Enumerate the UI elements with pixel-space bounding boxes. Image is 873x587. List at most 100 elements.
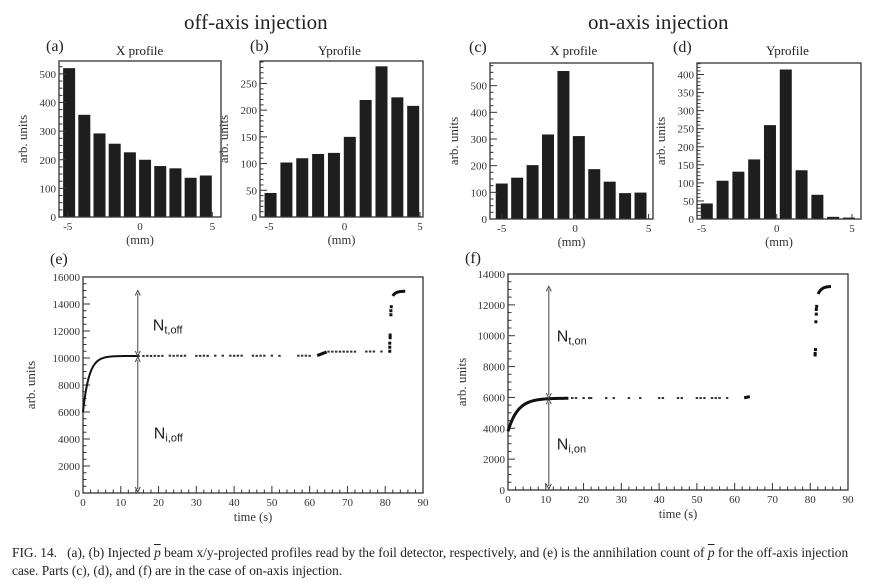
data-point [198,354,202,357]
y-tick-label: 200 [40,155,57,167]
y-tick-label: 4000 [483,423,506,435]
x-tick-label: 5 [849,223,855,235]
bar [184,177,197,217]
data-point [589,397,593,400]
data-point [703,397,706,400]
x-axis-label: (mm) [126,233,154,247]
x-tick-label: 80 [805,494,817,506]
x-axis-label: (mm) [328,233,356,247]
bar [732,171,745,219]
data-point [157,354,160,357]
data-point [605,397,608,400]
x-tick-label: 60 [729,494,741,506]
data-point [149,354,153,357]
bar [603,181,616,219]
data-point [661,397,665,400]
bar [542,134,555,219]
y-tick-label: 250 [678,124,695,136]
data-point [725,397,729,400]
data-point [195,354,198,357]
data-point [259,354,262,357]
data-point [183,354,187,357]
bar [359,100,372,217]
data-point [327,350,330,353]
bar [312,153,325,217]
data-point [168,354,172,357]
y-tick-label: 0 [689,214,695,226]
x-axis-label: time (s) [234,510,273,524]
data-point [695,397,699,400]
x-tick-label: 30 [616,494,628,506]
bar [93,133,106,217]
bar [827,216,840,219]
time-series-f: 0 2000 4000 6000 8000 10000 12000 14000 0 10 20 30 4… [454,269,854,521]
data-point [588,397,591,400]
data-point [571,397,574,400]
y-tick-label: 100 [678,178,695,190]
data-point [229,354,232,357]
y-tick-label: 100 [241,159,258,171]
data-point [278,354,281,357]
bar [327,152,340,217]
second-rise-curve [816,285,832,295]
x-tick-label: 50 [691,494,703,506]
data-point [304,354,308,357]
y-tick-label: 400 [678,70,695,82]
bar [619,193,632,219]
y-tick-label: 12000 [53,326,81,338]
data-point [221,354,224,357]
caption-part3: for the off-axis injection case. Parts (… [12,545,849,578]
x-tick-label: 70 [342,497,354,509]
bar [280,162,293,217]
y-tick-label: 4000 [58,434,81,446]
plot-frame [696,62,862,220]
data-point [270,354,274,357]
bar [343,136,356,217]
x-tick-label: 10 [540,494,552,506]
bar [572,136,585,219]
y-tick-label: 12000 [478,300,506,312]
y-tick-label: 0 [51,212,57,224]
data-point [388,336,392,340]
data-point [380,350,383,353]
plot-frame [82,276,424,494]
data-point [388,333,392,337]
bar [407,105,420,217]
data-point [331,350,334,353]
data-point [240,354,243,357]
bar [169,168,182,217]
data-point [214,354,217,357]
data-point [680,397,683,400]
data-point [612,397,615,400]
panel-letter-f: (f) [465,250,481,267]
data-point [389,305,393,309]
data-point [627,397,631,400]
y-axis-label: arb. units [15,115,30,163]
panel-title-c: X profile [550,43,598,58]
arrow-head-down-icon [134,486,141,494]
x-tick-label: 40 [229,497,241,509]
y-tick-label: 300 [678,106,695,118]
caption-pbar-2: p [707,545,715,560]
y-tick-label: 250 [241,78,258,90]
x-axis-label: (mm) [558,235,586,249]
bar [123,152,136,217]
bar [557,71,570,219]
bar [78,114,91,217]
data-point [251,354,255,357]
bar [842,217,855,219]
data-point [699,397,702,400]
x-tick-label: 0 [80,497,86,509]
data-point [346,350,349,353]
bar [526,165,539,219]
initial-rise-curve [82,354,140,413]
n-total-off-label: Nt,off [153,317,184,336]
x-tick-label: 5 [210,221,216,233]
data-point [263,354,266,357]
y-tick-label: 2000 [58,461,81,473]
bar [154,166,167,217]
data-point [813,351,817,355]
data-point [142,354,145,357]
x-tick-label: 90 [418,497,430,509]
